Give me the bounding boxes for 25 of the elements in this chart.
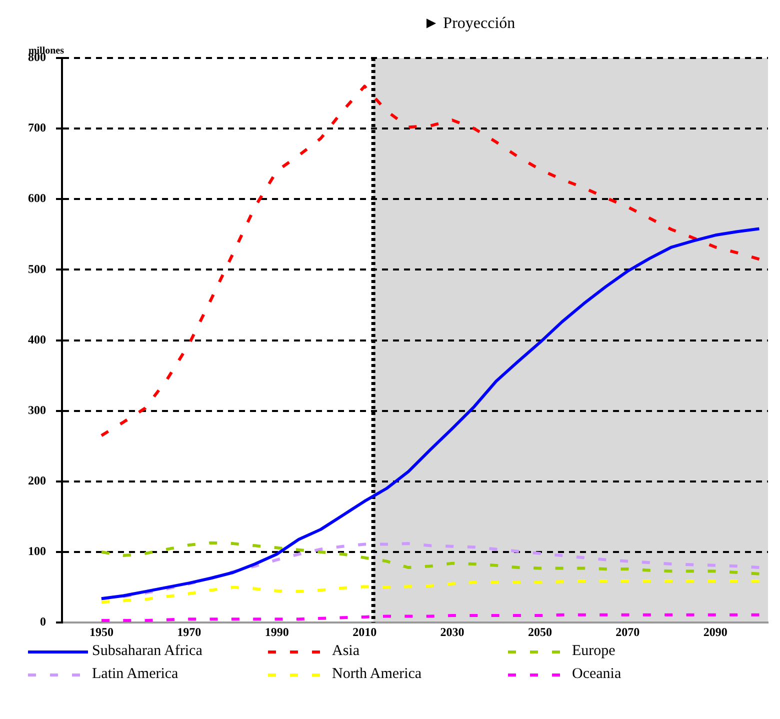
- legend-label: Subsaharan Africa: [92, 643, 202, 660]
- y-tick-label: 700: [28, 120, 46, 135]
- legend-label: North America: [332, 666, 422, 683]
- x-tick-label: 2090: [703, 624, 728, 639]
- y-tick-label: 300: [28, 402, 46, 417]
- legend-label: Europe: [572, 643, 616, 660]
- band-label: ► Proyección: [423, 15, 516, 32]
- y-tick-label: 500: [28, 262, 46, 276]
- legend-label: Latin America: [92, 666, 178, 683]
- y-tick-label: 400: [28, 332, 46, 346]
- line-series: [100, 579, 761, 604]
- x-tick-label: 2010: [352, 624, 377, 639]
- line-series: [100, 84, 761, 438]
- x-tick-label: 2050: [528, 624, 552, 639]
- y-tick-label: 600: [28, 191, 46, 206]
- legend-label: Oceania: [572, 666, 622, 683]
- x-tick-label: 1950: [89, 624, 114, 639]
- legend-label: Asia: [332, 643, 360, 660]
- x-tick-label: 2030: [440, 624, 464, 639]
- x-tick-label: 2070: [616, 624, 640, 639]
- y-tick-label: 200: [28, 474, 46, 488]
- y-tick-label: 100: [28, 544, 46, 558]
- x-tick-label: 1970: [177, 624, 202, 639]
- y-tick-label: 0: [40, 614, 46, 629]
- x-tick-label: 1990: [264, 624, 289, 639]
